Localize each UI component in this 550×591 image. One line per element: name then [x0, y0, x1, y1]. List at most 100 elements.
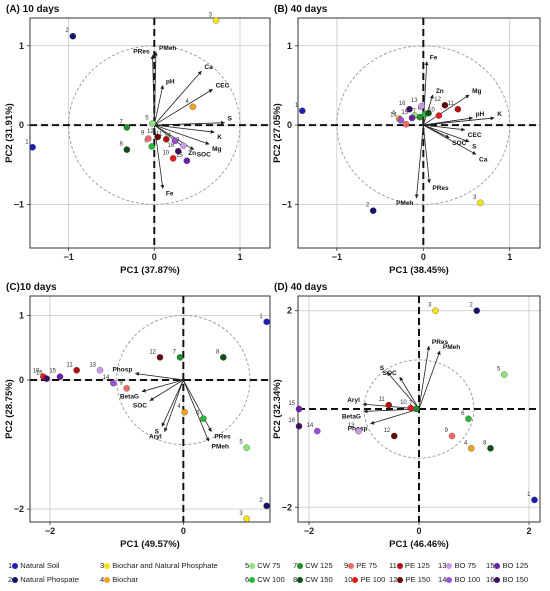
point-label: 3 — [428, 303, 432, 309]
vector-label: PRes — [432, 339, 449, 346]
y-tick-label: 1 — [19, 41, 24, 51]
legend-item: 1 Natural Soil — [8, 561, 60, 570]
data-point — [43, 375, 50, 382]
legend-number: 6 — [245, 575, 250, 584]
legend-item: 3 Biochar and Natural Phosphate — [100, 561, 218, 570]
point-label: 8 — [216, 349, 220, 355]
legend-swatch — [104, 562, 111, 569]
point-label: 1 — [527, 492, 531, 498]
x-axis-label: PC1 (49.57%) — [120, 539, 180, 550]
data-point — [454, 105, 462, 113]
point-label: 6 — [144, 138, 148, 144]
point-label: 8 — [120, 142, 124, 148]
data-point — [295, 422, 303, 430]
point-label: 1 — [259, 314, 263, 320]
data-point — [169, 155, 177, 162]
data-point — [500, 371, 508, 378]
point-label: 12 — [147, 129, 154, 135]
data-point — [397, 117, 405, 124]
y-tick-label: 2 — [287, 306, 292, 316]
legend-item: 13 BO 75 — [438, 561, 476, 570]
point-label: 15 — [176, 153, 183, 159]
y-tick-label: 0 — [287, 120, 292, 130]
loading-vector — [154, 89, 213, 126]
point-label: 15 — [49, 369, 56, 375]
point-label: 14 — [390, 112, 397, 118]
point-label: 16 — [36, 371, 43, 377]
x-axis-label: PC1 (46.46%) — [389, 539, 449, 550]
vector-label: Fe — [430, 55, 438, 62]
legend-item: 7 CW 125 — [293, 561, 333, 570]
point-label: 4 — [177, 404, 181, 410]
loading-vector — [154, 124, 210, 145]
data-point — [477, 199, 484, 207]
legend-item: 4 Biochar — [100, 575, 138, 584]
legend-item: 11 PE 125 — [389, 561, 430, 570]
legend: 1 Natural Soil 2 Natural Phospate 3 Biochar a… — [8, 561, 548, 589]
vector-label: PMeh — [212, 443, 229, 450]
point-label: 12 — [384, 428, 391, 434]
point-label: 13 — [89, 362, 96, 368]
data-point — [487, 445, 494, 452]
loading-vector — [370, 408, 420, 425]
legend-label: Biochar and Natural Phosphate — [112, 561, 218, 570]
panel-a: (A) 10 days −1 0 1 −1 0 1 PRes PMeh pH Ca CEC S K Mg Zn… — [4, 4, 271, 276]
vector-label: SOC — [452, 140, 466, 147]
y-tick-label: −2 — [282, 502, 292, 512]
data-point — [441, 101, 449, 109]
loading-vector — [153, 51, 158, 126]
data-point — [416, 113, 424, 121]
y-tick-label: 0 — [19, 120, 24, 130]
point-label: 6 — [196, 411, 200, 417]
data-point — [406, 105, 413, 113]
data-point — [180, 142, 187, 149]
legend-swatch — [348, 562, 355, 569]
plot-frame — [29, 295, 271, 523]
vector-label: Aryl — [149, 434, 162, 441]
point-label: 6 — [461, 411, 465, 417]
data-point — [465, 415, 472, 423]
data-point — [432, 307, 439, 314]
point-label: 2 — [66, 28, 70, 34]
point-label: 10 — [428, 108, 435, 114]
legend-number: 5 — [245, 561, 250, 570]
data-point — [243, 444, 250, 451]
loading-vector — [153, 70, 202, 126]
vector-label: Aryl — [347, 397, 360, 404]
loading-vector — [423, 124, 470, 143]
legend-item: 9 PE 75 — [344, 561, 377, 570]
loading-vector — [182, 379, 212, 432]
vector-label: Mg — [212, 146, 221, 153]
loading-vector — [423, 94, 470, 126]
data-point — [243, 515, 250, 523]
x-tick-label: −1 — [63, 252, 73, 262]
legend-swatch — [12, 576, 19, 583]
vector-label: PRes — [133, 48, 150, 55]
legend-number: 15 — [486, 561, 495, 570]
legend-swatch — [297, 576, 304, 583]
point-label: 2 — [259, 498, 263, 504]
legend-label: Natural Phospate — [20, 575, 79, 584]
legend-number: 4 — [100, 575, 105, 584]
y-tick-label: −1 — [14, 199, 24, 209]
point-label: 9 — [119, 380, 123, 386]
legend-number: 2 — [8, 575, 13, 584]
legend-item: 15 BO 125 — [486, 561, 528, 570]
point-label: 3 — [239, 511, 243, 517]
point-label: 7 — [413, 109, 417, 115]
loading-vector — [418, 350, 441, 410]
vector-label: Zn — [188, 150, 196, 157]
loading-vector — [134, 371, 184, 381]
legend-item: 14 BO 100 — [438, 575, 480, 584]
legend-label: CW 75 — [257, 561, 281, 570]
data-point — [313, 427, 321, 435]
data-point — [263, 318, 270, 326]
point-label: 14 — [103, 375, 110, 381]
legend-item: 12 PE 150 — [389, 575, 430, 584]
loading-vector — [423, 124, 466, 132]
legend-item: 10 PE 100 — [344, 575, 385, 584]
point-label: 12 — [149, 349, 156, 355]
x-tick-label: 0 — [181, 526, 186, 536]
